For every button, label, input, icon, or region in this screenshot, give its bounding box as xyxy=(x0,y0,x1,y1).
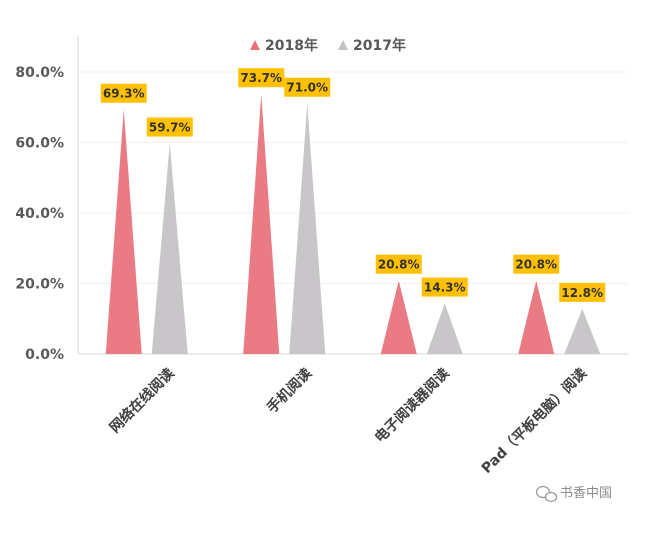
watermark: 书香中国 xyxy=(535,485,612,503)
y-tick-label: 40.0% xyxy=(15,206,64,222)
data-label: 59.7% xyxy=(146,117,193,137)
y-tick-label: 60.0% xyxy=(15,136,64,152)
bar-triangle xyxy=(105,109,142,354)
data-label-box xyxy=(559,282,606,302)
legend-marker xyxy=(338,40,348,50)
data-label-value: 12.8% xyxy=(561,286,603,300)
y-tick-label: 20.0% xyxy=(15,277,64,293)
data-label: 71.0% xyxy=(284,77,331,97)
bar-triangle xyxy=(289,103,326,354)
data-label-value: 69.3% xyxy=(103,87,145,101)
x-category-label: 电子阅读器阅读 xyxy=(371,365,452,446)
bar-triangle xyxy=(426,303,463,354)
x-category-label: 手机阅读 xyxy=(263,365,315,417)
legend-item: 2017年 xyxy=(338,37,406,54)
data-label: 73.7% xyxy=(238,68,285,88)
data-label-box xyxy=(513,254,560,274)
bar-triangle xyxy=(380,280,417,354)
data-label: 20.8% xyxy=(513,254,560,274)
y-tick-label: 80.0% xyxy=(15,65,64,81)
bar-triangle xyxy=(151,143,188,354)
data-label: 14.3% xyxy=(421,277,468,297)
x-category-label: Pad（平板电脑）阅读 xyxy=(478,365,590,477)
data-label-value: 20.8% xyxy=(378,258,420,272)
data-label: 12.8% xyxy=(559,282,606,302)
legend-marker xyxy=(250,40,260,50)
data-labels: 69.3% 59.7% 73.7% 71.0% 20.8% 14.3% 20.8% 12.8% xyxy=(100,68,606,302)
bar-triangle xyxy=(564,308,601,354)
data-label: 20.8% xyxy=(375,254,422,274)
bars xyxy=(105,94,601,355)
legend: 2018年 2017年 xyxy=(250,37,406,54)
data-label-value: 73.7% xyxy=(240,71,282,85)
bar-triangle xyxy=(243,94,280,355)
data-label-box xyxy=(146,117,193,137)
data-label: 69.3% xyxy=(100,83,147,103)
x-axis: 网络在线阅读 手机阅读 电子阅读器阅读 Pad（平板电脑）阅读 xyxy=(106,365,590,477)
data-label-value: 14.3% xyxy=(424,281,466,295)
legend-label: 2018年 xyxy=(265,37,318,54)
wechat-icon xyxy=(535,485,558,503)
y-tick-label: 0.0% xyxy=(25,347,64,363)
data-label-box xyxy=(284,77,331,97)
legend-item: 2018年 xyxy=(250,37,318,54)
data-label-box xyxy=(421,277,468,297)
data-label-box xyxy=(375,254,422,274)
data-label-value: 59.7% xyxy=(149,121,191,135)
data-label-value: 71.0% xyxy=(286,81,328,95)
bar-triangle xyxy=(518,280,555,354)
legend-label: 2017年 xyxy=(353,37,406,54)
data-label-box xyxy=(238,68,285,88)
x-category-label: 网络在线阅读 xyxy=(106,365,177,436)
watermark-text: 书香中国 xyxy=(560,486,612,501)
y-axis: 0.0% 20.0% 40.0% 60.0% 80.0% xyxy=(15,36,79,363)
data-label-box xyxy=(100,83,147,103)
data-label-value: 20.8% xyxy=(515,258,557,272)
